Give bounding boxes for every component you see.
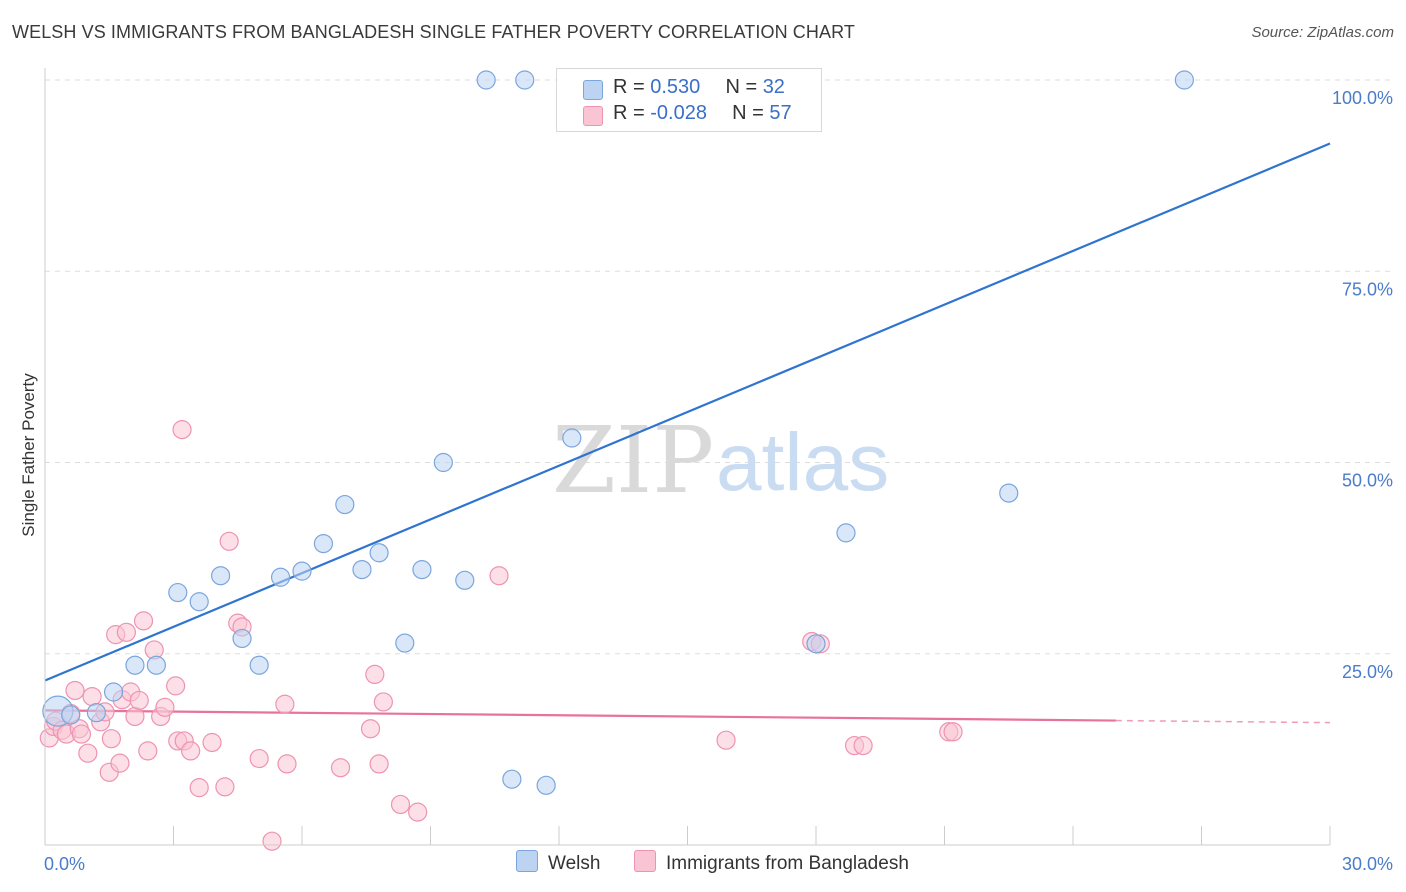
bangla-point bbox=[202, 732, 222, 753]
watermark-zip: ZIP bbox=[552, 407, 714, 514]
welsh-point bbox=[369, 543, 389, 563]
bangla-point bbox=[166, 676, 186, 696]
bottom-legend-welsh: Welsh bbox=[516, 850, 600, 875]
welsh-point bbox=[335, 494, 355, 515]
bangla-r-value: -0.028 bbox=[650, 102, 707, 124]
bangla-point bbox=[390, 794, 411, 815]
welsh-point bbox=[146, 655, 166, 675]
welsh-point bbox=[1174, 70, 1194, 90]
welsh-point bbox=[836, 523, 856, 543]
bottom-bangla-label: Immigrants from Bangladesh bbox=[666, 853, 909, 874]
bangla-point bbox=[277, 754, 297, 774]
welsh-point bbox=[562, 428, 582, 448]
welsh-point bbox=[999, 483, 1019, 503]
welsh-swatch bbox=[583, 80, 603, 100]
bangla-trend-extension bbox=[1115, 719, 1331, 724]
bottom-welsh-swatch bbox=[516, 850, 538, 872]
welsh-point bbox=[125, 655, 145, 675]
welsh-point bbox=[502, 769, 522, 789]
welsh-point bbox=[313, 533, 334, 554]
bangla-point bbox=[365, 664, 385, 685]
welsh-trend-line bbox=[44, 142, 1331, 682]
grid-layer bbox=[45, 79, 1392, 655]
bangla-point bbox=[249, 748, 269, 769]
welsh-n-label: N = bbox=[725, 76, 763, 98]
points-layer bbox=[39, 70, 1194, 851]
watermark-atlas: atlas bbox=[716, 417, 889, 508]
bangla-point bbox=[853, 735, 873, 756]
stats-legend: R = 0.530 N = 32 R = -0.028 N = 57 bbox=[556, 68, 822, 132]
bangla-point bbox=[716, 730, 736, 750]
welsh-point bbox=[249, 655, 269, 675]
welsh-point bbox=[232, 628, 252, 649]
welsh-point bbox=[536, 775, 556, 795]
bangla-point bbox=[101, 729, 121, 749]
welsh-point bbox=[103, 682, 124, 702]
x-tick-label-min: 0.0% bbox=[44, 854, 85, 874]
axis-layer: 25.0% 50.0% 75.0% 100.0% 0.0% 30.0% bbox=[44, 68, 1393, 874]
bangla-point bbox=[181, 741, 201, 761]
welsh-point bbox=[86, 703, 107, 723]
bottom-welsh-label: Welsh bbox=[548, 853, 601, 874]
x-tick-label-max: 30.0% bbox=[1342, 854, 1393, 874]
bangla-point bbox=[489, 566, 509, 586]
y-tick-label: 25.0% bbox=[1342, 662, 1393, 682]
chart-title: WELSH VS IMMIGRANTS FROM BANGLADESH SING… bbox=[12, 22, 855, 42]
bangla-point bbox=[133, 611, 154, 631]
welsh-n-value: 32 bbox=[762, 76, 785, 98]
welsh-r-label: R = bbox=[613, 76, 651, 98]
welsh-r-value: 0.530 bbox=[650, 76, 701, 98]
bangla-point bbox=[82, 686, 102, 707]
bangla-point bbox=[155, 697, 175, 717]
welsh-point bbox=[292, 561, 312, 581]
bangla-trend-line bbox=[44, 709, 1116, 722]
bangla-point bbox=[172, 420, 192, 440]
y-tick-label: 50.0% bbox=[1342, 471, 1393, 491]
bangla-point bbox=[78, 743, 98, 763]
bangla-point bbox=[373, 692, 393, 712]
bangla-swatch bbox=[583, 106, 603, 126]
bangla-point bbox=[116, 622, 136, 642]
bangla-n-value: 57 bbox=[769, 102, 792, 124]
bangla-point bbox=[215, 777, 235, 797]
bangla-point bbox=[71, 724, 92, 744]
bangla-n-label: N = bbox=[732, 102, 770, 124]
y-tick-label: 75.0% bbox=[1342, 279, 1393, 299]
bangla-point bbox=[219, 531, 239, 551]
bangla-point bbox=[275, 694, 295, 714]
welsh-point bbox=[352, 559, 372, 580]
trend-layer bbox=[44, 142, 1331, 724]
welsh-point bbox=[168, 582, 188, 603]
bangla-point bbox=[129, 690, 149, 711]
bangla-point bbox=[369, 754, 389, 774]
bangla-point bbox=[330, 758, 351, 778]
bangla-point bbox=[262, 831, 282, 851]
welsh-point bbox=[455, 570, 475, 590]
y-tick-label: 100.0% bbox=[1332, 88, 1393, 108]
welsh-point bbox=[61, 705, 81, 725]
bangla-point bbox=[65, 680, 85, 701]
bangla-point bbox=[943, 722, 963, 742]
welsh-point bbox=[433, 452, 453, 473]
welsh-point bbox=[211, 566, 231, 586]
bangla-point bbox=[125, 706, 145, 727]
bangla-point bbox=[138, 741, 158, 761]
y-axis-label: Single Father Poverty bbox=[19, 373, 38, 537]
bangla-point bbox=[189, 778, 209, 798]
welsh-point bbox=[806, 634, 826, 654]
bottom-bangla-swatch bbox=[634, 850, 656, 872]
welsh-point bbox=[395, 633, 415, 653]
bangla-point bbox=[110, 753, 130, 773]
bangla-r-label: R = bbox=[613, 102, 651, 124]
welsh-point bbox=[476, 70, 496, 90]
welsh-point bbox=[412, 559, 432, 580]
welsh-point bbox=[189, 592, 209, 612]
welsh-point bbox=[515, 70, 535, 90]
bangla-point bbox=[360, 719, 381, 739]
bottom-legend-bangla: Immigrants from Bangladesh bbox=[634, 850, 909, 875]
welsh-point bbox=[270, 567, 291, 587]
source-label: Source: ZipAtlas.com bbox=[1251, 24, 1394, 41]
bangla-point bbox=[408, 802, 428, 822]
